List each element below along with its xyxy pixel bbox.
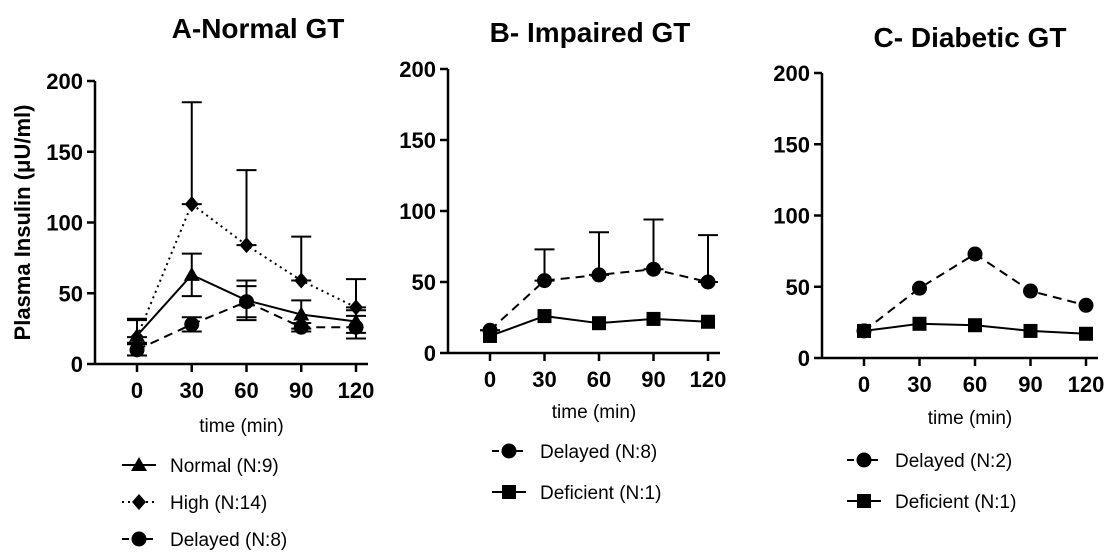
legend-entry: Deficient (N:1) — [847, 492, 1016, 513]
legend-marker — [502, 485, 516, 499]
y-tick-label: 100 — [399, 199, 436, 224]
x-tick-label: 0 — [484, 367, 496, 392]
y-tick-label: 0 — [424, 341, 436, 366]
x-tick-label: 30 — [180, 378, 204, 403]
legend-label: Deficient (N:1) — [895, 492, 1016, 513]
x-tick-label: 120 — [690, 367, 727, 392]
data-point — [293, 306, 310, 321]
legend-marker — [501, 443, 517, 459]
legend-entry: High (N:14) — [122, 493, 267, 514]
x-tick-label: 30 — [907, 372, 931, 397]
legend-entry: Deficient (N:1) — [492, 483, 661, 504]
data-point — [183, 266, 200, 281]
data-point — [967, 246, 983, 262]
data-point — [537, 309, 552, 324]
y-tick-label: 200 — [46, 69, 83, 94]
legend-marker — [132, 494, 146, 510]
data-point — [483, 328, 497, 343]
x-tick-label: 30 — [532, 367, 556, 392]
data-point — [646, 311, 661, 326]
data-point — [857, 323, 871, 338]
data-point — [592, 316, 606, 331]
legend-label: High (N:14) — [170, 493, 267, 514]
legend-label: Delayed (N:8) — [540, 442, 657, 463]
data-point — [1023, 283, 1038, 299]
data-point — [1079, 326, 1093, 341]
chart-panel-2: B- Impaired GT 0 50 100 150 200 0 30 60 90 120 time… — [399, 17, 726, 504]
y-tick-label: 50 — [412, 270, 436, 295]
x-axis-label: time (min) — [199, 416, 283, 437]
x-tick-label: 60 — [963, 372, 987, 397]
y-tick-label: 200 — [773, 61, 810, 86]
data-point — [701, 314, 715, 329]
legend-marker — [131, 457, 147, 471]
data-point — [912, 280, 927, 296]
series-circle — [127, 285, 366, 358]
x-tick-label: 120 — [338, 378, 375, 403]
data-point — [184, 196, 199, 213]
x-tick-label: 90 — [1018, 372, 1042, 397]
legend-entry: Delayed (N:8) — [122, 530, 287, 551]
legend-entry: Delayed (N:2) — [847, 451, 1012, 472]
data-point — [537, 273, 552, 289]
data-point — [130, 329, 144, 346]
legend-marker — [857, 494, 871, 508]
y-axis-label: Plasma Insulin (μU/ml) — [10, 105, 35, 341]
data-point — [912, 316, 927, 331]
series-diamond — [127, 101, 366, 346]
y-tick-label: 0 — [798, 346, 810, 371]
x-tick-label: 90 — [289, 378, 313, 403]
y-tick-label: 150 — [46, 140, 83, 165]
data-point — [700, 274, 716, 290]
legend-label: Normal (N:9) — [170, 456, 279, 477]
legend-label: Delayed (N:2) — [895, 451, 1012, 472]
chart-title: A-Normal GT — [172, 13, 345, 44]
legend-label: Delayed (N:8) — [170, 530, 287, 551]
data-point — [239, 294, 254, 310]
series-square — [483, 309, 715, 343]
data-point — [968, 318, 982, 333]
x-tick-label: 60 — [234, 378, 258, 403]
y-tick-label: 100 — [46, 211, 83, 236]
y-tick-label: 100 — [773, 204, 810, 229]
y-tick-label: 0 — [71, 352, 83, 377]
data-point — [184, 316, 200, 332]
data-point — [349, 299, 363, 316]
x-axis-label: time (min) — [928, 408, 1012, 429]
x-tick-label: 60 — [587, 367, 611, 392]
legend-label: Deficient (N:1) — [540, 483, 661, 504]
series-line — [136, 300, 356, 351]
legend-marker — [131, 531, 147, 547]
x-axis-label: time (min) — [552, 402, 636, 423]
data-point — [646, 261, 661, 277]
y-tick-label: 150 — [399, 128, 436, 153]
chart-panel-1: A-Normal GT 0 50 100 150 200 0 30 60 90 120 time (m… — [10, 13, 374, 551]
data-point — [294, 272, 309, 289]
data-point — [591, 267, 607, 283]
legend-marker — [856, 452, 872, 468]
data-point — [1078, 297, 1094, 313]
data-point — [129, 342, 145, 358]
y-tick-label: 50 — [786, 275, 810, 300]
x-tick-label: 90 — [641, 367, 665, 392]
data-point — [348, 319, 364, 335]
x-tick-label: 0 — [858, 372, 870, 397]
legend-entry: Delayed (N:8) — [492, 442, 657, 463]
y-tick-label: 50 — [59, 281, 83, 306]
data-point — [1023, 323, 1038, 338]
data-point — [293, 319, 309, 335]
legend-entry: Normal (N:9) — [122, 456, 279, 477]
y-tick-label: 200 — [399, 57, 436, 82]
y-tick-label: 150 — [773, 132, 810, 157]
series-square — [857, 316, 1093, 341]
x-tick-label: 0 — [131, 378, 143, 403]
chart-title: C- Diabetic GT — [874, 22, 1067, 53]
chart-panel-3: C- Diabetic GT 0 50 100 150 200 0 30 60 90 120 time… — [773, 22, 1104, 513]
x-tick-label: 120 — [1068, 372, 1104, 397]
chart-title: B- Impaired GT — [490, 17, 691, 48]
data-point — [239, 237, 254, 254]
